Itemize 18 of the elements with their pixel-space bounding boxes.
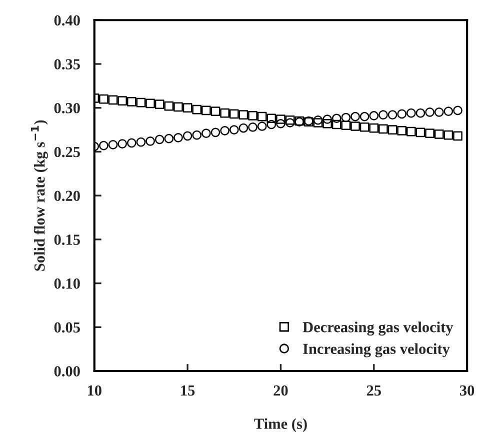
y-tick-label: 0.25 bbox=[54, 146, 80, 158]
x-tick-label: 20 bbox=[274, 385, 288, 396]
y-tick-label: 0.15 bbox=[54, 234, 80, 245]
y-tick-label: 0.35 bbox=[54, 59, 80, 70]
y-tick-label: 0.00 bbox=[54, 366, 80, 377]
y-axis-title: Solid flow rate (kg s$^{−1}$) bbox=[30, 120, 48, 271]
x-tick-label: 30 bbox=[460, 385, 474, 396]
y-tick-label: 0.30 bbox=[54, 102, 80, 114]
legend-label: Increasing gas velocity bbox=[303, 343, 450, 358]
y-tick-label: 0.20 bbox=[54, 190, 80, 202]
y-tick-label: 0.10 bbox=[54, 278, 80, 289]
y-tick-label: 0.40 bbox=[54, 15, 80, 26]
legend-label: Decreasing gas velocity bbox=[302, 322, 454, 336]
x-tick-label: 25 bbox=[366, 385, 381, 396]
x-tick-label: 10 bbox=[88, 385, 102, 396]
x-tick-label: 15 bbox=[181, 385, 195, 396]
y-tick-label: 0.05 bbox=[54, 322, 80, 333]
x-axis-title: Time (s) bbox=[254, 418, 307, 432]
